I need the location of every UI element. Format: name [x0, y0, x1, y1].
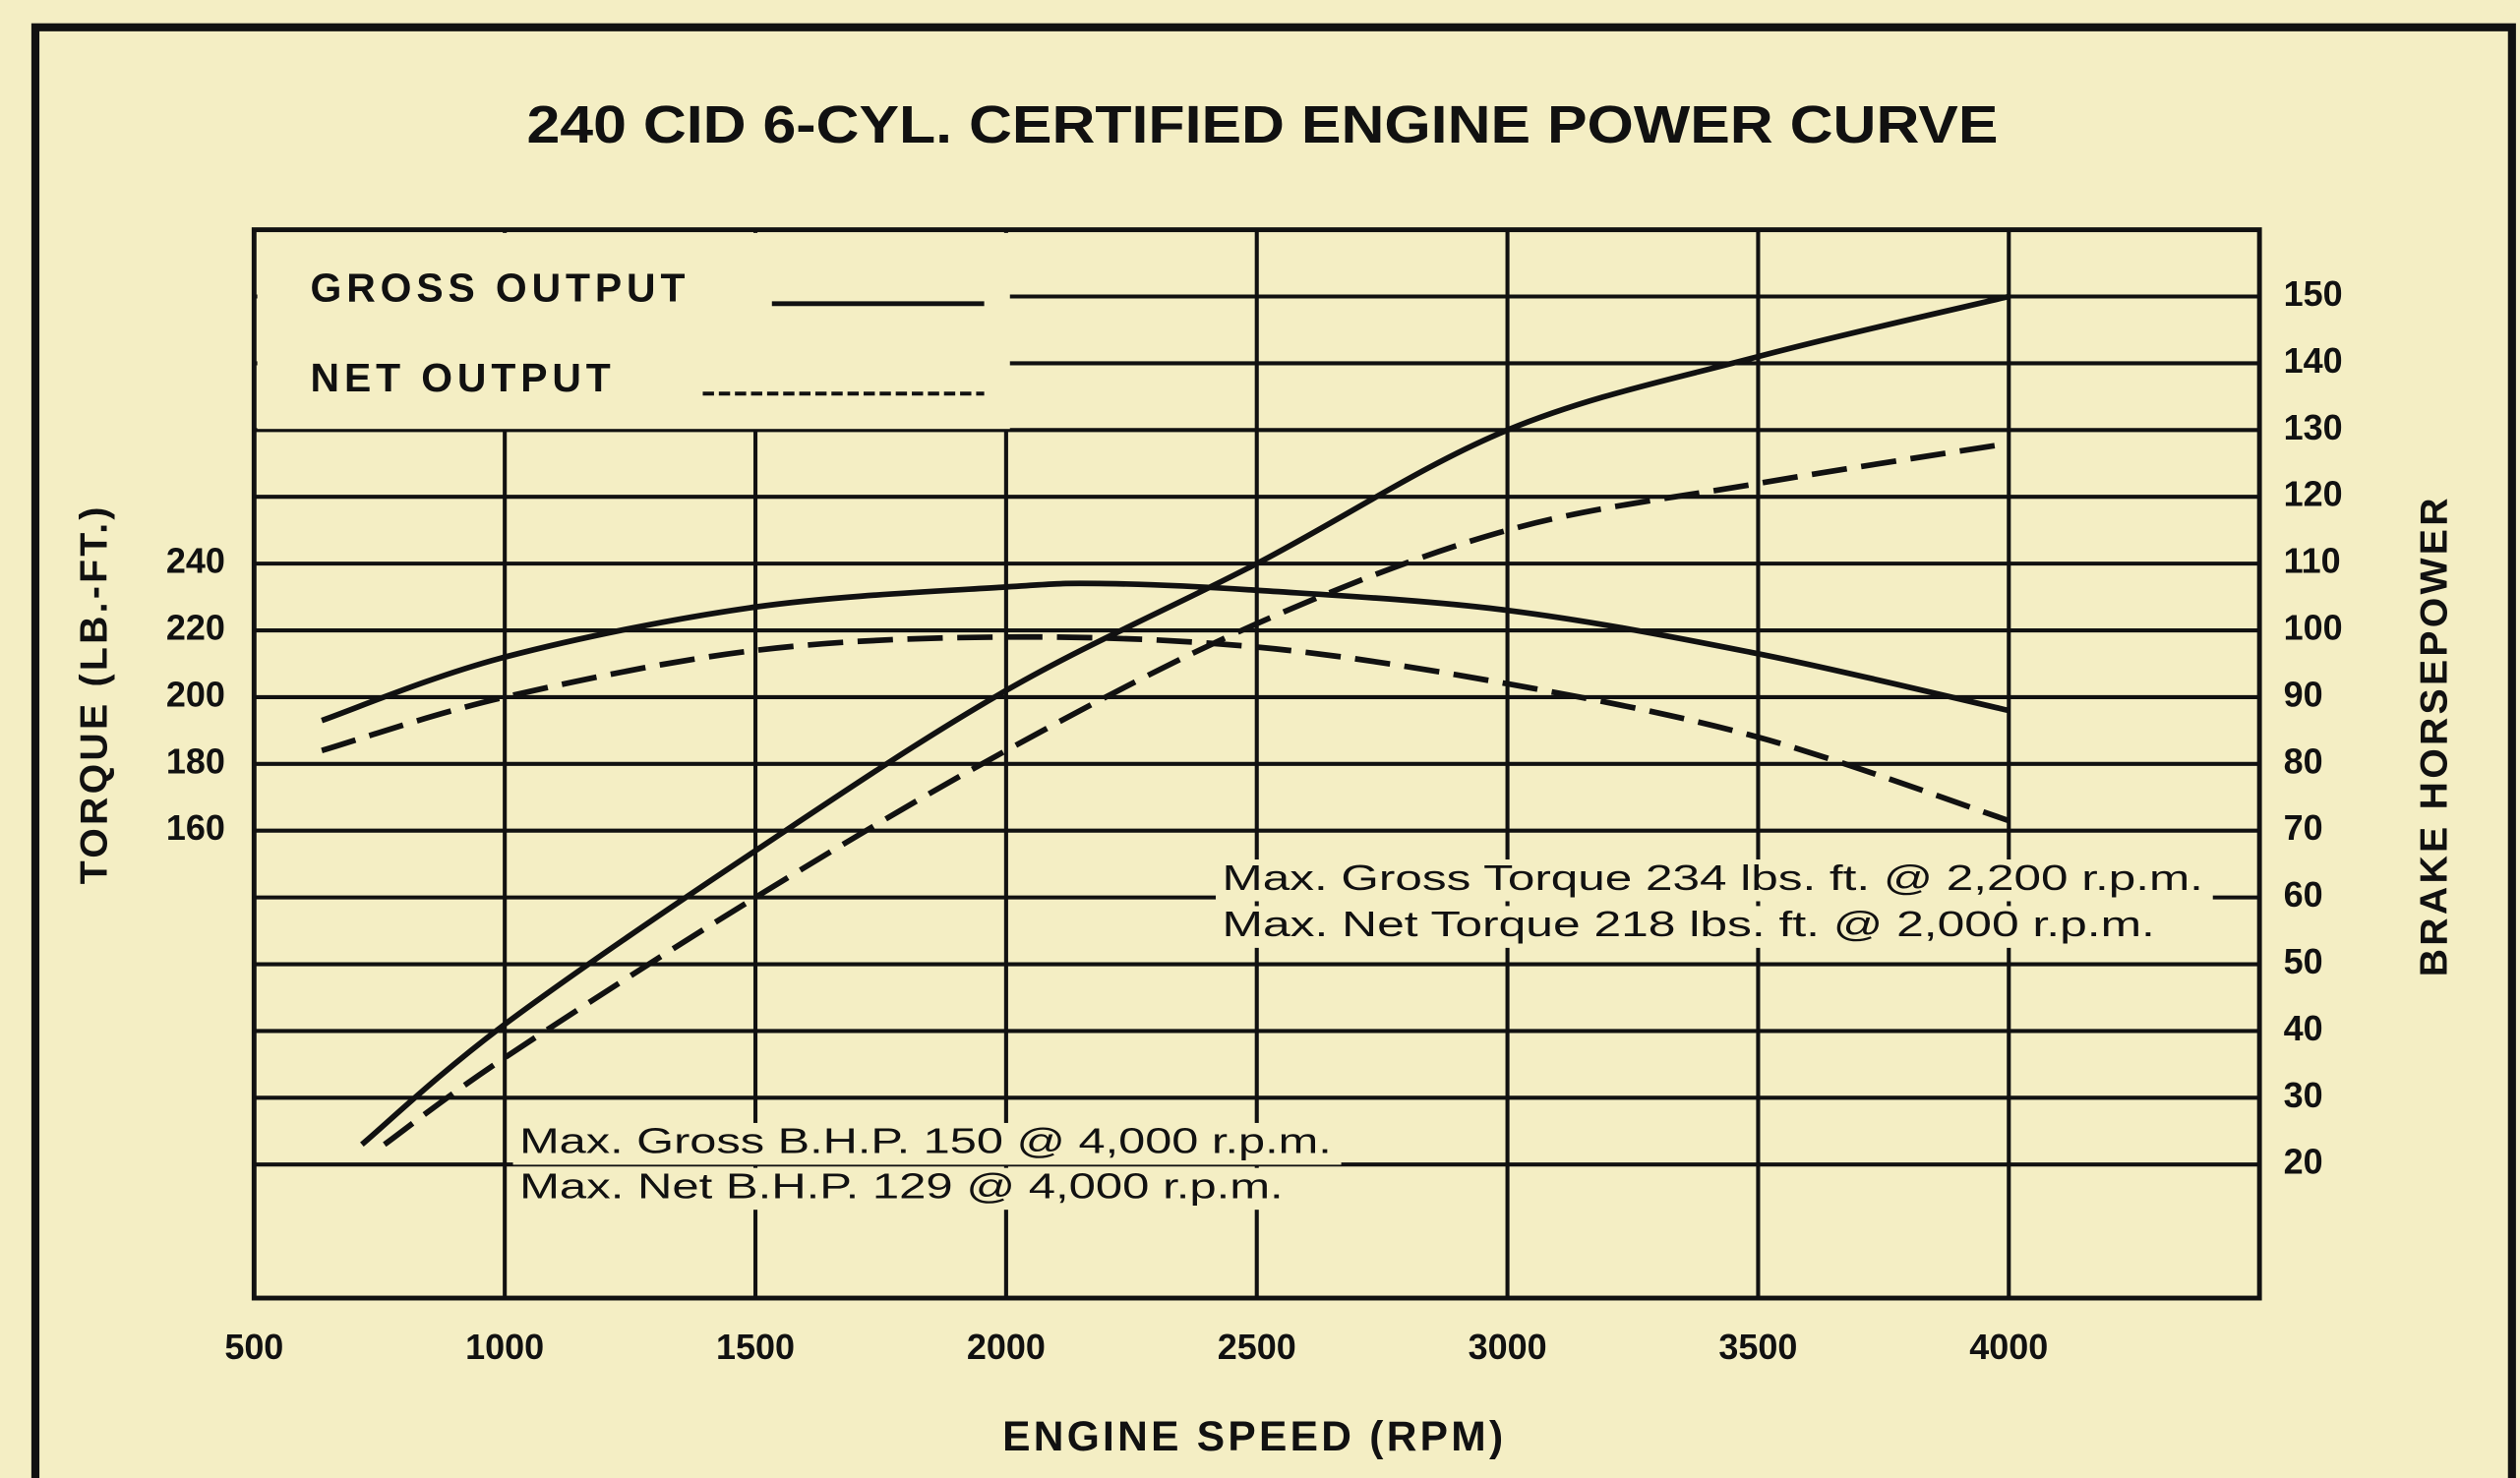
chart-title: 240 CID 6-CYL. CERTIFIED ENGINE POWER CU… — [526, 95, 1998, 154]
y-tick-label: 240 — [166, 541, 225, 581]
x-tick-label: 2500 — [1218, 1327, 1296, 1367]
data-line — [321, 633, 2010, 824]
data-line — [383, 441, 2010, 1148]
annotation-bg — [1216, 906, 2165, 948]
y-tick-label: 160 — [166, 807, 225, 848]
y2-tick-label: 60 — [2284, 874, 2323, 915]
y2-tick-label: 130 — [2284, 407, 2343, 447]
legend-box — [257, 232, 1010, 430]
data-line — [321, 580, 2010, 724]
x-tick-label: 1500 — [716, 1327, 795, 1367]
annotation-bg — [512, 1167, 1293, 1211]
data-line — [360, 293, 2010, 1148]
y2-tick-label: 100 — [2284, 608, 2343, 648]
x-tick-label: 4000 — [1969, 1327, 2048, 1367]
x-tick-label: 3000 — [1469, 1327, 1547, 1367]
legend-label: GROSS OUTPUT — [311, 266, 690, 311]
y2-axis-label: BRAKE HORSEPOWER — [2412, 495, 2455, 976]
y-tick-label: 200 — [166, 674, 225, 714]
y2-tick-label: 150 — [2284, 273, 2343, 314]
annotation: Max. Net B.H.P. 129 @ 4,000 r.p.m. — [519, 1165, 1284, 1206]
annotation: Max. Gross Torque 234 lbs. ft. @ 2,200 r… — [1223, 857, 2203, 898]
annotation: Max. Net Torque 218 lbs. ft. @ 2,000 r.p… — [1223, 904, 2155, 944]
y-axis-label: TORQUE (LB.-FT.) — [72, 503, 115, 884]
annotation-bg — [1216, 859, 2213, 902]
y2-tick-label: 120 — [2284, 474, 2343, 514]
y2-tick-label: 80 — [2284, 740, 2323, 781]
y2-tick-label: 30 — [2284, 1075, 2323, 1115]
y2-tick-label: 50 — [2284, 941, 2323, 981]
y2-tick-label: 20 — [2284, 1142, 2323, 1182]
y2-tick-label: 140 — [2284, 340, 2343, 381]
y2-tick-label: 40 — [2284, 1008, 2323, 1048]
x-tick-label: 3500 — [1718, 1327, 1797, 1367]
y2-tick-label: 70 — [2284, 807, 2323, 848]
frame — [30, 23, 2516, 1478]
y2-tick-label: 90 — [2284, 674, 2323, 714]
x-axis-label: ENGINE SPEED (RPM) — [1002, 1414, 1506, 1460]
x-tick-label: 1000 — [465, 1327, 544, 1367]
legend-label: NET OUTPUT — [311, 355, 616, 400]
annotation: Max. Gross B.H.P. 150 @ 4,000 r.p.m. — [519, 1121, 1332, 1161]
plot-border — [251, 227, 2262, 1301]
x-tick-label: 500 — [224, 1327, 283, 1367]
y2-tick-label: 110 — [2284, 541, 2341, 581]
y-tick-label: 220 — [166, 608, 225, 648]
annotation-bg — [512, 1122, 1342, 1165]
y-tick-label: 180 — [166, 740, 225, 781]
x-tick-label: 2000 — [967, 1327, 1046, 1367]
